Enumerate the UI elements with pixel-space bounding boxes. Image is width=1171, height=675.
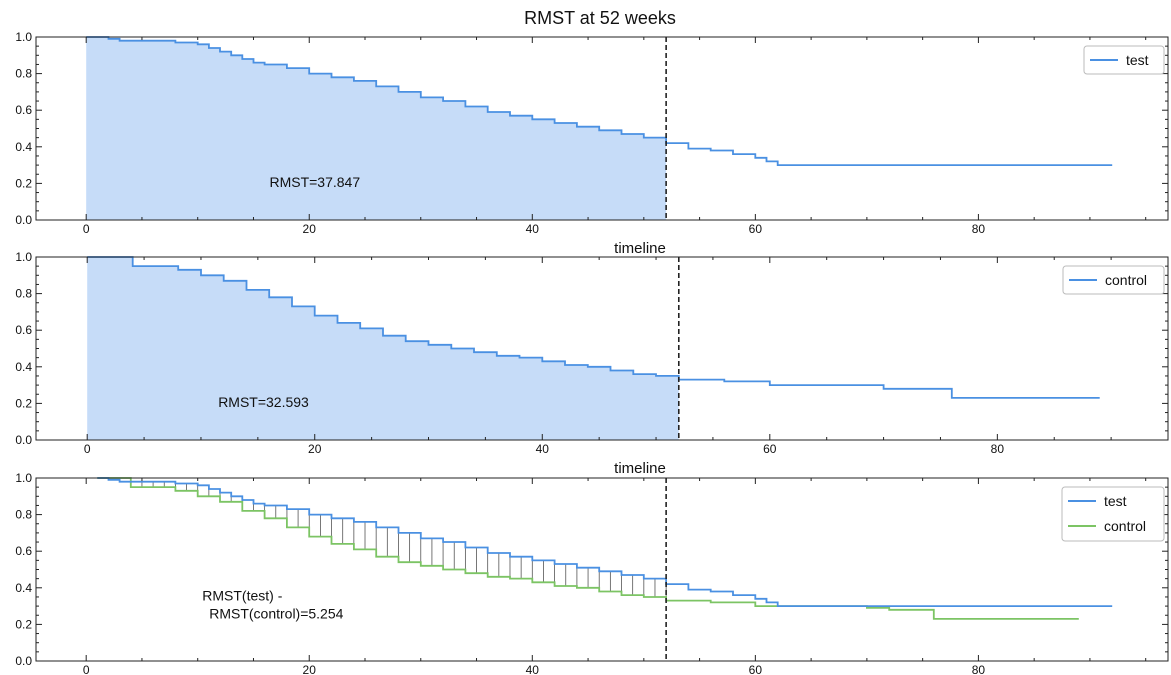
legend: test (1083, 45, 1165, 75)
axes-frame (35, 477, 1169, 662)
y-tick-label: 0.6 (15, 544, 32, 558)
y-tick-label: 0.2 (15, 176, 32, 190)
legend-label-control: control (1105, 272, 1147, 288)
x-tick-label: 0 (83, 222, 90, 236)
x-tick-label: 80 (972, 222, 986, 236)
x-tick-label: 20 (303, 663, 317, 675)
y-tick-label: 0.4 (15, 140, 32, 154)
y-tick-label: 0.6 (15, 103, 32, 117)
x-axis-label: timeline (614, 460, 666, 477)
rmst-annotation: RMST=32.593 (218, 394, 309, 410)
x-tick-label: 40 (536, 442, 550, 456)
y-tick-label: 0.8 (15, 67, 32, 81)
y-tick-label: 0.0 (15, 433, 32, 447)
rmst-shaded-area (87, 257, 679, 440)
chart-panel-2: 0 20 40 60 80 0.0 0.2 0.4 0.6 0.8 1.0 timeline RMST=… (15, 250, 1169, 477)
series-line-test (86, 36, 1113, 166)
y-tick-label: 0.4 (15, 581, 32, 595)
legend-label-test: test (1126, 52, 1149, 68)
legend-label-test: test (1104, 493, 1127, 509)
chart-panel-3: 0 20 40 60 80 0.0 0.2 0.4 0.6 0.8 1.0 RMST(test) - R… (15, 471, 1169, 675)
y-tick-label: 0.6 (15, 323, 32, 337)
x-tick-label: 60 (763, 442, 777, 456)
y-tick-label: 1.0 (15, 30, 32, 44)
rmst-difference-hatch (130, 481, 667, 601)
x-tick-label: 40 (526, 663, 540, 675)
y-tick-label: 1.0 (15, 250, 32, 264)
x-tick-label: 20 (303, 222, 317, 236)
chart-title: RMST at 52 weeks (524, 8, 676, 28)
rmst-annotation: RMST=37.847 (269, 174, 360, 190)
x-tick-label: 60 (749, 222, 763, 236)
y-tick-label: 0.2 (15, 396, 32, 410)
series-line-test (97, 477, 1113, 607)
y-tick-label: 0.4 (15, 360, 32, 374)
x-tick-label: 80 (972, 663, 986, 675)
rmst-diff-annotation-line1: RMST(test) - (202, 588, 282, 604)
legend-box (1062, 265, 1165, 295)
series-line-control (97, 477, 1079, 620)
x-tick-label: 0 (83, 663, 90, 675)
y-tick-label: 0.0 (15, 654, 32, 668)
legend: control (1062, 265, 1165, 295)
y-tick-label: 0.2 (15, 617, 32, 631)
y-tick-label: 1.0 (15, 471, 32, 485)
legend-label-control: control (1104, 518, 1146, 534)
x-tick-label: 0 (84, 442, 91, 456)
legend: test control (1061, 486, 1165, 542)
x-axis-label: timeline (614, 240, 666, 257)
x-tick-label: 40 (526, 222, 540, 236)
legend-box (1083, 45, 1165, 75)
series-line-control (87, 256, 1100, 399)
chart-panel-1: 0 20 40 60 80 0.0 0.2 0.4 0.6 0.8 1.0 timeline RMST=… (15, 30, 1169, 257)
x-tick-label: 60 (749, 663, 763, 675)
x-tick-label: 80 (991, 442, 1005, 456)
y-tick-label: 0.8 (15, 287, 32, 301)
y-tick-label: 0.0 (15, 213, 32, 227)
rmst-diff-annotation-line2: RMST(control)=5.254 (209, 606, 343, 622)
rmst-shaded-area (86, 37, 667, 220)
y-tick-label: 0.8 (15, 508, 32, 522)
x-tick-label: 20 (308, 442, 322, 456)
